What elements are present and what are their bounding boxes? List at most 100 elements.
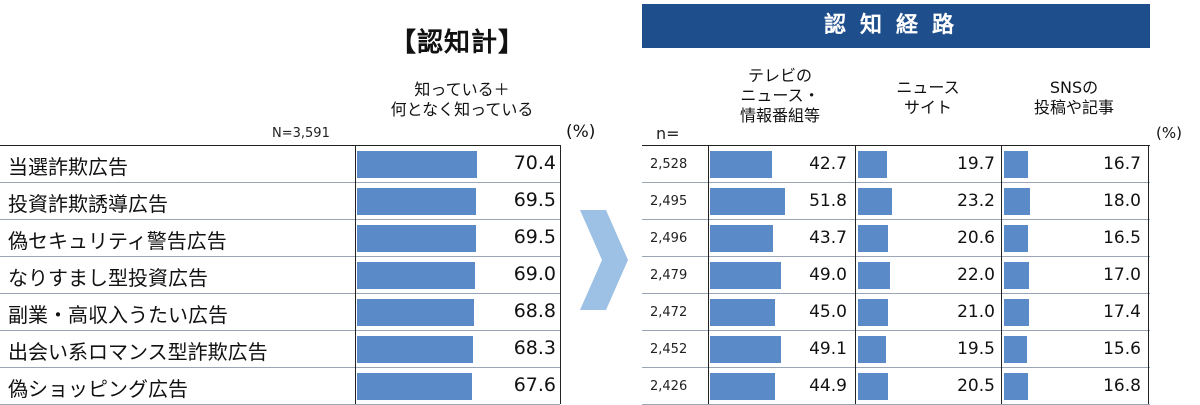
route-value: 45.0 <box>809 302 847 322</box>
route-value: 18.0 <box>1103 191 1141 211</box>
awareness-title: 【認知計】 <box>390 28 526 58</box>
category-label: 出会い系ロマンス型詐欺広告 <box>8 340 268 364</box>
route-value: 19.7 <box>957 154 995 174</box>
route-col-divider <box>1001 145 1002 404</box>
route-bar <box>858 336 887 363</box>
right-header-rule <box>642 145 1150 146</box>
route-value: 21.0 <box>957 302 995 322</box>
route-header: 認知経路 <box>642 4 1150 48</box>
category-label: 副業・高収入うたい広告 <box>8 303 228 327</box>
route-tv-line1: テレビの <box>747 66 812 85</box>
category-label: 投資詐欺誘導広告 <box>8 192 168 216</box>
left-row-rule <box>0 293 560 294</box>
n-count: 2,479 <box>650 268 688 283</box>
unit-left: (%) <box>566 122 596 142</box>
awareness-col-header-line1: 知っている＋ <box>414 80 510 99</box>
left-row-rule <box>0 330 560 331</box>
left-row-rule <box>0 182 560 183</box>
route-news-line1: ニュース <box>896 78 960 97</box>
category-label: 偽ショッピング広告 <box>8 377 188 401</box>
route-bar <box>710 188 786 215</box>
route-value: 15.6 <box>1103 339 1141 359</box>
route-bar <box>1004 373 1029 400</box>
awareness-value: 69.5 <box>513 189 556 211</box>
route-bar <box>710 225 774 252</box>
n-count: 2,495 <box>650 194 688 209</box>
awareness-bar <box>357 262 475 289</box>
awareness-value: 69.5 <box>513 226 556 248</box>
route-bar <box>1004 188 1031 215</box>
left-row-rule <box>0 256 560 257</box>
category-label: 当選詐欺広告 <box>8 155 128 179</box>
right-row-rule <box>642 330 1150 331</box>
route-value: 23.2 <box>957 191 995 211</box>
n-count: 2,496 <box>650 231 688 246</box>
awareness-bar <box>357 299 475 326</box>
route-value: 17.4 <box>1103 302 1141 322</box>
route-value: 49.0 <box>809 265 847 285</box>
route-bar <box>710 336 782 363</box>
route-value: 49.1 <box>809 339 847 359</box>
route-col-divider <box>855 145 856 404</box>
route-sns-line1: SNSの <box>1049 78 1099 97</box>
awareness-col-header-line2: 何となく知っている <box>390 100 534 119</box>
n-total: N=3,591 <box>272 126 330 141</box>
awareness-value: 68.3 <box>513 337 556 359</box>
route-col-divider <box>1148 145 1149 404</box>
awareness-right-divider <box>560 145 561 404</box>
right-row-rule <box>642 182 1150 183</box>
route-value: 20.5 <box>957 376 995 396</box>
route-value: 16.5 <box>1103 228 1141 248</box>
awareness-bar <box>357 188 476 215</box>
route-news-line2: サイト <box>903 98 952 117</box>
route-value: 16.7 <box>1103 154 1141 174</box>
route-tv-line2: ニュース・ <box>740 86 820 105</box>
route-bar <box>858 299 889 326</box>
route-bar <box>710 299 776 326</box>
route-value: 42.7 <box>809 154 847 174</box>
route-value: 16.8 <box>1103 376 1141 396</box>
route-value: 51.8 <box>809 191 847 211</box>
awareness-col-header: 知っている＋ 何となく知っている <box>372 80 552 120</box>
route-col-divider <box>708 145 709 404</box>
route-bar <box>858 373 888 400</box>
right-row-rule <box>642 367 1150 368</box>
route-bar <box>858 188 892 215</box>
awareness-value: 69.0 <box>513 263 556 285</box>
right-row-rule <box>642 293 1150 294</box>
route-bar <box>710 262 781 289</box>
route-value: 22.0 <box>957 265 995 285</box>
route-value: 19.5 <box>957 339 995 359</box>
left-header-rule <box>0 145 560 146</box>
n-count: 2,426 <box>650 379 688 394</box>
route-bar <box>1004 262 1029 289</box>
category-label: 偽セキュリティ警告広告 <box>8 229 227 253</box>
awareness-bar <box>357 225 476 252</box>
route-col-header-tv: テレビの ニュース・ 情報番組等 <box>710 66 850 126</box>
n-count: 2,472 <box>650 305 688 320</box>
route-value: 20.6 <box>957 228 995 248</box>
n-label: n= <box>656 124 680 143</box>
route-bar <box>858 225 888 252</box>
awareness-value: 68.8 <box>513 300 556 322</box>
awareness-bar <box>357 151 477 178</box>
route-value: 43.7 <box>809 228 847 248</box>
awareness-bar <box>357 336 474 363</box>
route-value: 17.0 <box>1103 265 1141 285</box>
route-bar <box>1004 299 1030 326</box>
right-row-rule <box>642 256 1150 257</box>
flow-arrow <box>580 210 628 310</box>
route-bar <box>1004 151 1029 178</box>
left-row-rule <box>0 219 560 220</box>
n-count: 2,528 <box>650 157 688 172</box>
route-bar <box>858 151 887 178</box>
route-bar <box>1004 225 1028 252</box>
n-count: 2,452 <box>650 342 688 357</box>
route-tv-line3: 情報番組等 <box>739 106 820 125</box>
route-sns-line2: 投稿や記事 <box>1033 98 1114 117</box>
right-row-rule <box>642 219 1150 220</box>
awareness-bar <box>357 373 473 400</box>
route-bar <box>710 151 772 178</box>
category-label: なりすまし型投資広告 <box>8 266 208 290</box>
route-col-header-news: ニュース サイト <box>858 78 998 118</box>
